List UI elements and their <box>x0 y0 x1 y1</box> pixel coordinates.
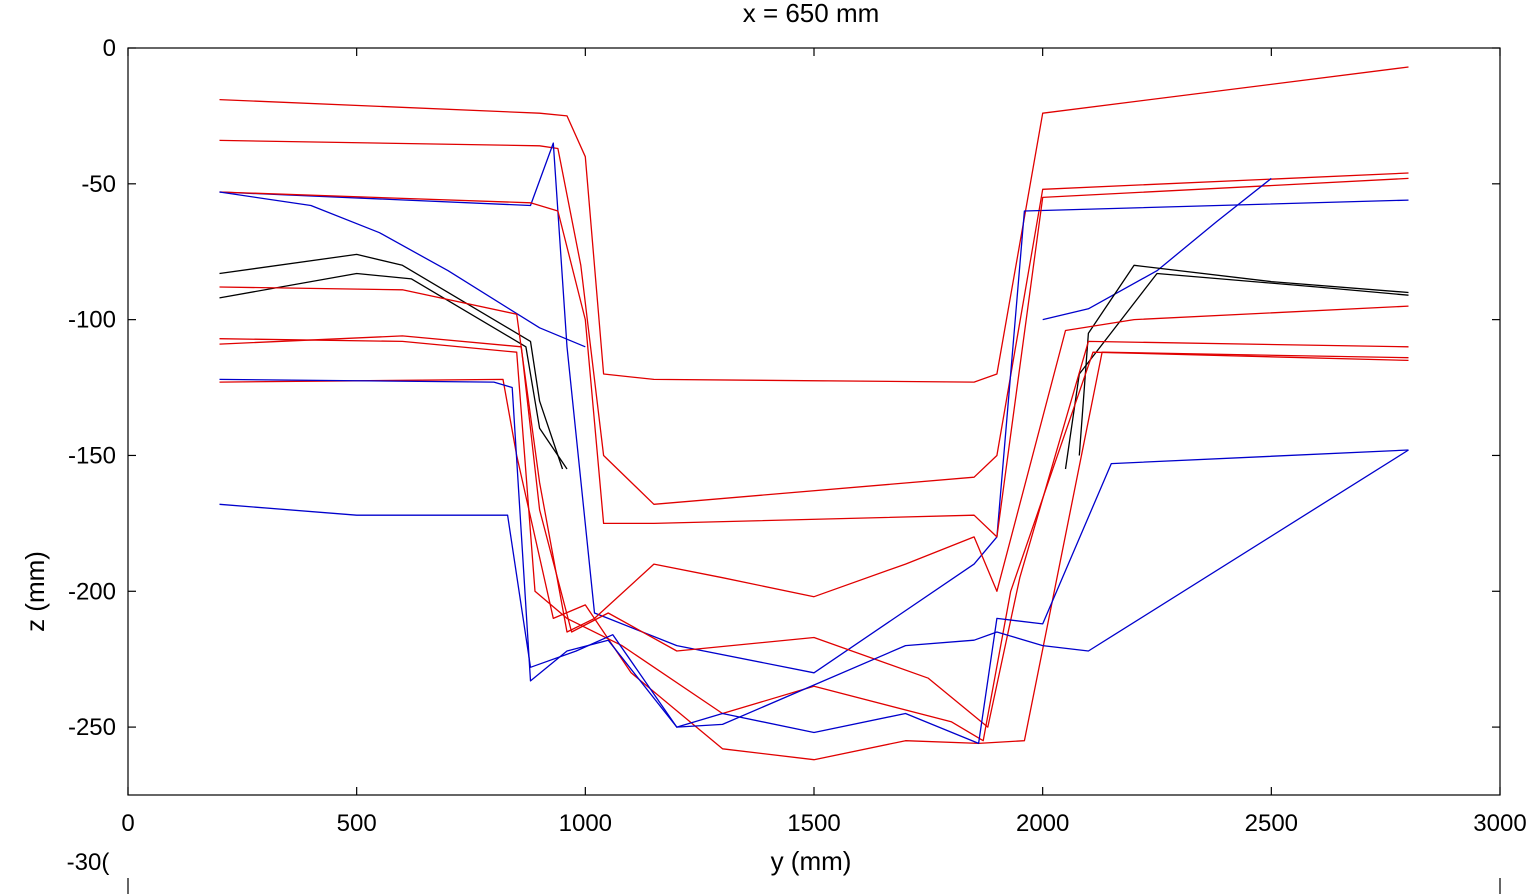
y-tick-label: -200 <box>68 578 116 605</box>
x-tick-label: 1500 <box>787 810 840 837</box>
x-tick-label: 2000 <box>1016 810 1069 837</box>
x-tick-label: 0 <box>121 810 134 837</box>
x-tick-label: 3000 <box>1473 810 1526 837</box>
series-line-12 <box>219 335 1409 728</box>
x-tick-label: 1000 <box>559 810 612 837</box>
series-line-9 <box>1078 264 1409 456</box>
y-tick-label: -150 <box>68 442 116 469</box>
data-series-group <box>219 66 1409 761</box>
y-tick-label: -50 <box>81 171 116 198</box>
y-tick-label: 0 <box>103 35 116 62</box>
axis-ticks: 0 500 1000 1500 2000 2500 3000 0 -50 -100 -150 -200… <box>68 35 1527 837</box>
series-line-15 <box>219 378 1409 745</box>
series-line-3 <box>219 142 1409 674</box>
y-tick-label: -100 <box>68 307 116 334</box>
series-line-2 <box>219 139 1409 505</box>
series-line-8 <box>219 272 568 470</box>
x-tick-label: 2500 <box>1245 810 1298 837</box>
x-tick-label: 500 <box>337 810 377 837</box>
series-line-11 <box>219 286 1409 633</box>
y-tick-label: -250 <box>68 714 116 741</box>
series-line-10 <box>1064 272 1409 470</box>
series-line-6 <box>1042 177 1272 321</box>
series-line-14 <box>219 351 1409 761</box>
series-line-7 <box>219 253 564 470</box>
series-line-5 <box>219 191 586 348</box>
series-line-16 <box>219 449 1409 728</box>
series-line-4 <box>219 177 1409 538</box>
x-axis-label: y (mm) <box>771 846 852 876</box>
series-line-13 <box>219 338 1409 742</box>
y-axis-label: z (mm) <box>20 551 50 632</box>
series-line-1 <box>219 66 1409 383</box>
plot-area-frame <box>127 47 1501 796</box>
chart-title: x = 650 mm <box>743 0 880 28</box>
clipped-tick-label: -30( <box>67 849 110 876</box>
